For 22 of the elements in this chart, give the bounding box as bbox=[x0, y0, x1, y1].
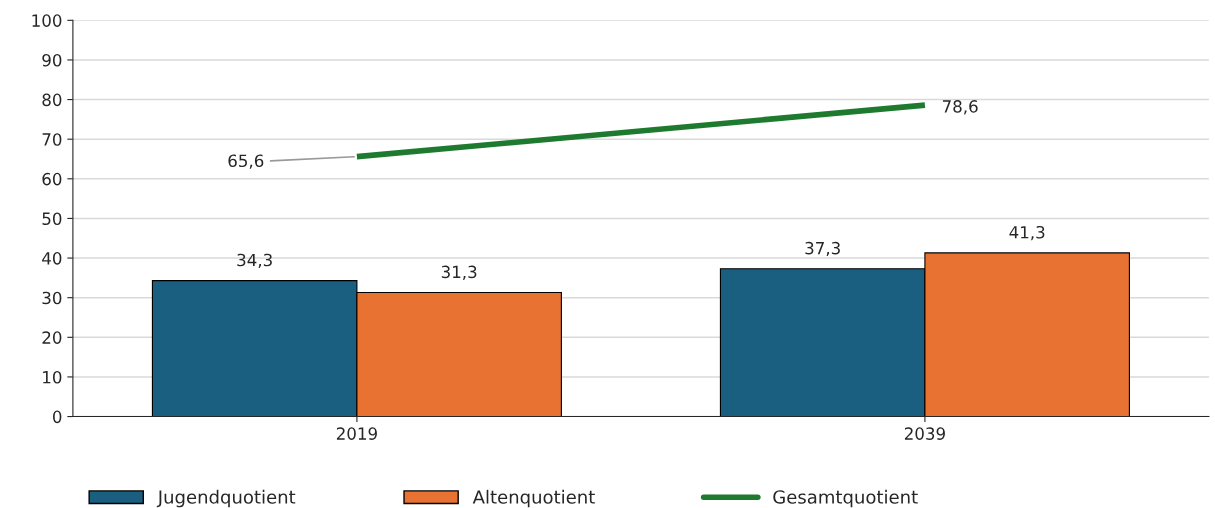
y-tick-label: 40 bbox=[42, 252, 62, 265]
legend-label: Gesamtquotient bbox=[773, 489, 918, 508]
y-tick-label: 100 bbox=[32, 14, 62, 27]
data-label: 31,3 bbox=[441, 265, 477, 280]
data-label: 78,6 bbox=[942, 100, 978, 115]
y-tick-label: 10 bbox=[43, 370, 62, 384]
data-label: 41,3 bbox=[1009, 225, 1045, 241]
y-tick-label: 80 bbox=[42, 93, 62, 107]
y-tick-label: 30 bbox=[42, 291, 62, 305]
data-label: 34,3 bbox=[237, 253, 272, 269]
x-tick-label: 2019 bbox=[336, 427, 377, 440]
legend-label: Jugendquotient bbox=[156, 489, 296, 508]
data-label: 37,3 bbox=[805, 241, 840, 257]
y-tick-label: 50 bbox=[42, 212, 62, 226]
y-tick-label: 60 bbox=[42, 172, 62, 186]
data-label: 65,6 bbox=[228, 154, 264, 169]
legend-label: Altenquotient bbox=[472, 489, 595, 508]
y-tick-label: 70 bbox=[42, 133, 62, 146]
x-tick-label: 2039 bbox=[904, 427, 945, 440]
y-tick-label: 20 bbox=[42, 331, 62, 344]
y-tick-label: 90 bbox=[42, 53, 62, 67]
y-tick-label: 0 bbox=[52, 410, 62, 424]
